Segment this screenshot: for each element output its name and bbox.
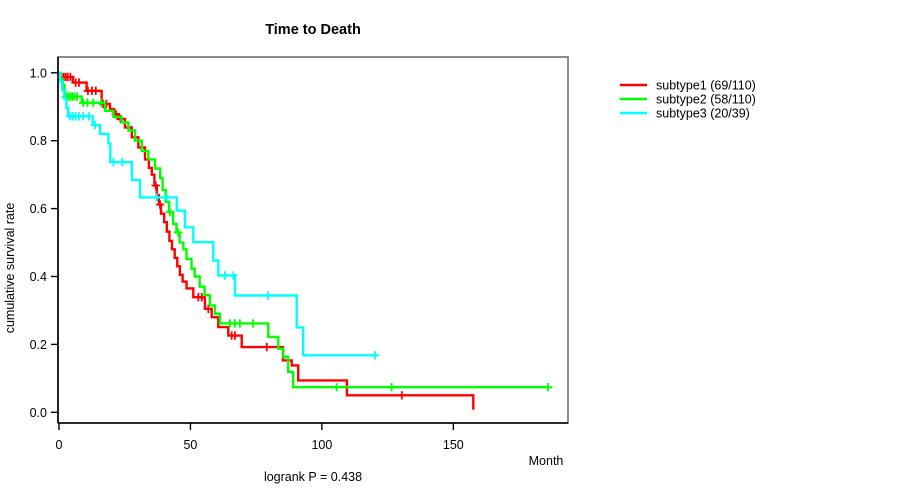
censor-mark — [204, 304, 213, 313]
legend-item-subtype1: subtype1 (69/110) — [620, 79, 756, 93]
legend-item-subtype3: subtype3 (20/39) — [620, 107, 750, 121]
censor-mark — [370, 351, 380, 360]
censor-mark — [151, 181, 160, 190]
censor-mark — [155, 200, 165, 209]
censor-mark — [173, 228, 183, 237]
censor-mark — [91, 86, 100, 95]
censor-mark — [84, 112, 94, 121]
y-tick-label: 1.0 — [30, 66, 47, 80]
censor-mark — [117, 157, 127, 167]
censor-mark — [387, 383, 396, 392]
censor-marks-subtype2 — [61, 92, 553, 392]
y-tick-label: 0.2 — [30, 338, 47, 352]
censor-mark — [262, 342, 271, 352]
censor-mark — [230, 331, 240, 340]
x-axis-label: Month — [529, 454, 564, 468]
censor-mark — [102, 99, 111, 109]
plot-box — [57, 56, 569, 424]
x-tick-label: 50 — [183, 438, 197, 452]
censor-mark — [152, 193, 161, 202]
logrank-p-label: logrank P = 0.438 — [264, 470, 362, 484]
x-tick-label: 150 — [443, 438, 464, 452]
y-tick-label: 0.0 — [30, 406, 47, 420]
censor-mark — [89, 98, 98, 107]
censor-mark — [332, 383, 341, 392]
censor-mark — [109, 157, 118, 167]
censor-marks-subtype1 — [57, 72, 406, 400]
censor-mark — [72, 92, 82, 101]
y-tick-label: 0.4 — [30, 270, 47, 284]
censor-mark — [66, 72, 75, 82]
censor-mark — [90, 120, 100, 130]
legend-label-subtype3: subtype3 (20/39) — [656, 107, 750, 121]
legend: subtype1 (69/110)subtype2 (58/110)subtyp… — [620, 79, 756, 121]
censor-mark — [197, 293, 206, 302]
censor-mark — [229, 271, 238, 280]
censor-marks-subtype3 — [65, 112, 380, 360]
censor-mark — [165, 207, 175, 217]
censor-mark — [162, 193, 171, 202]
censor-mark — [397, 391, 406, 400]
chart-title: Time to Death — [265, 22, 361, 38]
legend-item-subtype2: subtype2 (58/110) — [620, 93, 756, 107]
y-tick-label: 0.6 — [30, 202, 47, 216]
censor-mark — [220, 271, 230, 280]
legend-label-subtype1: subtype1 (69/110) — [656, 79, 756, 93]
y-axis-label: cumulative survival rate — [3, 203, 17, 334]
x-tick-label: 100 — [311, 438, 332, 452]
censor-mark — [248, 319, 258, 328]
censor-mark — [96, 98, 106, 107]
y-tick-label: 0.8 — [30, 134, 47, 148]
legend-label-subtype2: subtype2 (58/110) — [656, 93, 756, 107]
censor-mark — [74, 78, 84, 87]
censor-mark — [263, 291, 273, 300]
censor-mark — [235, 319, 245, 328]
x-tick-label: 0 — [56, 438, 63, 452]
censor-mark — [543, 383, 553, 392]
